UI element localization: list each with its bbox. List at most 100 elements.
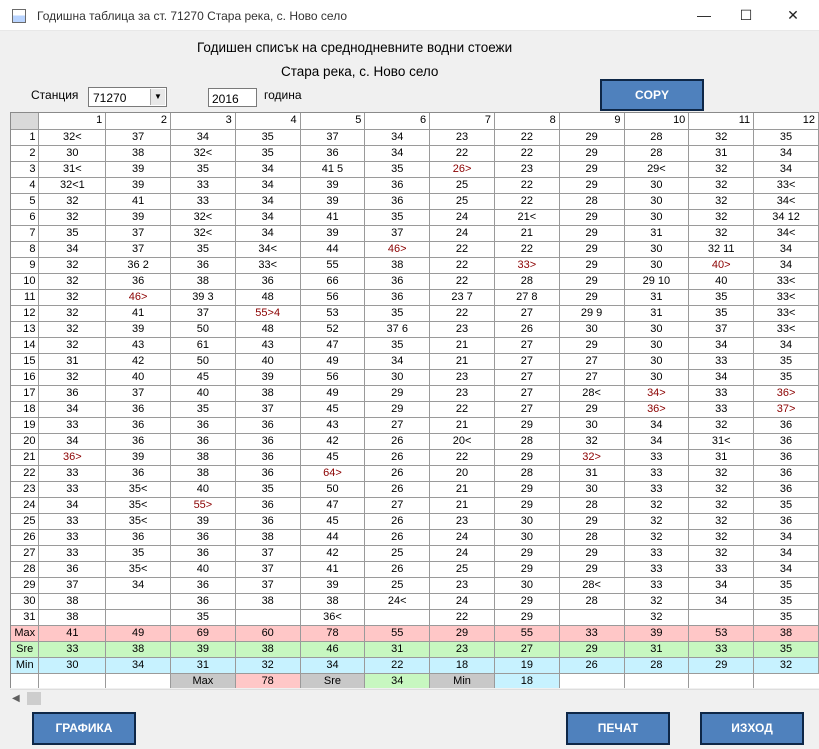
grid-cell[interactable]: 23: [429, 513, 495, 530]
grid-cell[interactable]: 43: [105, 337, 172, 354]
grid-cell[interactable]: 45: [300, 401, 366, 418]
row-header[interactable]: 2: [11, 145, 40, 162]
grid-cell[interactable]: 36: [235, 433, 301, 450]
grid-cell[interactable]: 27: [494, 385, 560, 402]
grid-cell[interactable]: 36: [235, 465, 301, 482]
grid-cell[interactable]: 36>: [38, 449, 107, 466]
grid-cell[interactable]: 34<: [753, 225, 819, 242]
grid-cell[interactable]: 32: [624, 497, 690, 514]
grid-cell[interactable]: 37 6: [364, 321, 431, 338]
grid-cell[interactable]: 39: [105, 449, 172, 466]
grid-cell[interactable]: 48: [235, 289, 301, 306]
grid-cell[interactable]: 33<: [753, 289, 819, 306]
grid-cell[interactable]: 29: [494, 593, 560, 610]
grid-cell[interactable]: 36: [235, 513, 301, 530]
grid-cell[interactable]: 32: [38, 193, 107, 210]
grid-cell[interactable]: 35: [364, 161, 431, 178]
column-header[interactable]: 6: [364, 113, 431, 130]
row-header[interactable]: 27: [11, 545, 40, 562]
grid-cell[interactable]: 32: [688, 193, 755, 210]
grid-cell[interactable]: 34: [364, 353, 431, 370]
grid-cell[interactable]: 39: [105, 161, 172, 178]
grid-cell[interactable]: 34<: [235, 241, 301, 258]
grid-cell[interactable]: 22: [429, 145, 495, 162]
grid-cell[interactable]: 25: [364, 545, 431, 562]
grid-cell[interactable]: 23: [429, 385, 495, 402]
column-header[interactable]: 5: [300, 113, 366, 130]
grid-cell[interactable]: 29: [559, 129, 625, 146]
grid-cell[interactable]: 30: [624, 257, 690, 274]
grid-cell[interactable]: 36: [364, 177, 431, 194]
grid-cell[interactable]: 36: [300, 145, 366, 162]
grid-cell[interactable]: 34: [364, 145, 431, 162]
grid-cell[interactable]: 37: [364, 225, 431, 242]
grid-cell[interactable]: 36: [364, 193, 431, 210]
grid-cell[interactable]: 36: [105, 273, 172, 290]
grid-cell[interactable]: 35: [753, 353, 819, 370]
grid-cell[interactable]: 35: [364, 305, 431, 322]
grid-cell[interactable]: 36>: [753, 385, 819, 402]
grid-cell[interactable]: 45: [300, 449, 366, 466]
grid-cell[interactable]: 36: [170, 417, 236, 434]
grid-cell[interactable]: 32: [688, 481, 755, 498]
grid-cell[interactable]: 37: [300, 129, 366, 146]
row-header[interactable]: 6: [11, 209, 40, 226]
grid-cell[interactable]: 38: [235, 593, 301, 610]
grid-cell[interactable]: 36: [170, 257, 236, 274]
grid-cell[interactable]: 22: [429, 241, 495, 258]
grid-cell[interactable]: 28: [624, 129, 690, 146]
grid-cell[interactable]: 33<: [753, 273, 819, 290]
grid-cell[interactable]: 32: [624, 513, 690, 530]
row-header[interactable]: 1: [11, 129, 40, 146]
grid-cell[interactable]: 26: [364, 513, 431, 530]
year-input[interactable]: 2016: [208, 88, 257, 107]
grid-cell[interactable]: 38: [170, 465, 236, 482]
grid-cell[interactable]: 30: [559, 417, 625, 434]
grid-cell[interactable]: 36: [753, 433, 819, 450]
grid-cell[interactable]: 36: [235, 497, 301, 514]
grid-cell[interactable]: 30: [38, 145, 107, 162]
grid-cell[interactable]: 29: [559, 145, 625, 162]
column-header[interactable]: 2: [105, 113, 172, 130]
grid-cell[interactable]: 35: [235, 145, 301, 162]
grid-cell[interactable]: 38: [105, 145, 172, 162]
grid-cell[interactable]: 33: [170, 177, 236, 194]
grid-cell[interactable]: 21: [429, 481, 495, 498]
row-header[interactable]: 7: [11, 225, 40, 242]
grid-cell[interactable]: 35: [170, 241, 236, 258]
grid-cell[interactable]: 47: [300, 337, 366, 354]
grid-cell[interactable]: 38: [300, 593, 366, 610]
grid-cell[interactable]: 28: [559, 593, 625, 610]
grid-cell[interactable]: 38: [38, 593, 107, 610]
row-header[interactable]: 4: [11, 177, 40, 194]
grid-cell[interactable]: 31<: [38, 161, 107, 178]
maximize-button[interactable]: ☐: [739, 7, 753, 23]
grid-cell[interactable]: 23: [429, 321, 495, 338]
grid-cell[interactable]: 30: [624, 193, 690, 210]
grid-cell[interactable]: 34: [624, 433, 690, 450]
grid-cell[interactable]: 22: [494, 177, 560, 194]
grid-cell[interactable]: 37: [235, 545, 301, 562]
grid-cell[interactable]: 36>: [624, 401, 690, 418]
grid-cell[interactable]: 34: [753, 561, 819, 578]
grid-cell[interactable]: 23: [494, 161, 560, 178]
row-header[interactable]: 14: [11, 337, 40, 354]
grid-cell[interactable]: 33<: [753, 305, 819, 322]
grid-cell[interactable]: 36: [105, 401, 172, 418]
grid-cell[interactable]: 35: [235, 481, 301, 498]
grid-cell[interactable]: 27 8: [494, 289, 560, 306]
grid-cell[interactable]: 32: [624, 609, 690, 626]
grid-cell[interactable]: 29: [494, 561, 560, 578]
column-header[interactable]: 8: [494, 113, 560, 130]
grid-cell[interactable]: 37: [688, 321, 755, 338]
column-header[interactable]: 11: [688, 113, 755, 130]
scrollbar-thumb[interactable]: [27, 692, 41, 705]
grid-cell[interactable]: 32: [688, 225, 755, 242]
print-button[interactable]: ПЕЧАТ: [566, 712, 670, 745]
grid-cell[interactable]: 21: [494, 225, 560, 242]
grid-cell[interactable]: 33<: [753, 177, 819, 194]
grid-cell[interactable]: 32: [38, 273, 107, 290]
grid-cell[interactable]: 23 7: [429, 289, 495, 306]
grid-cell[interactable]: 36: [170, 529, 236, 546]
grid-cell[interactable]: 46>: [105, 289, 172, 306]
